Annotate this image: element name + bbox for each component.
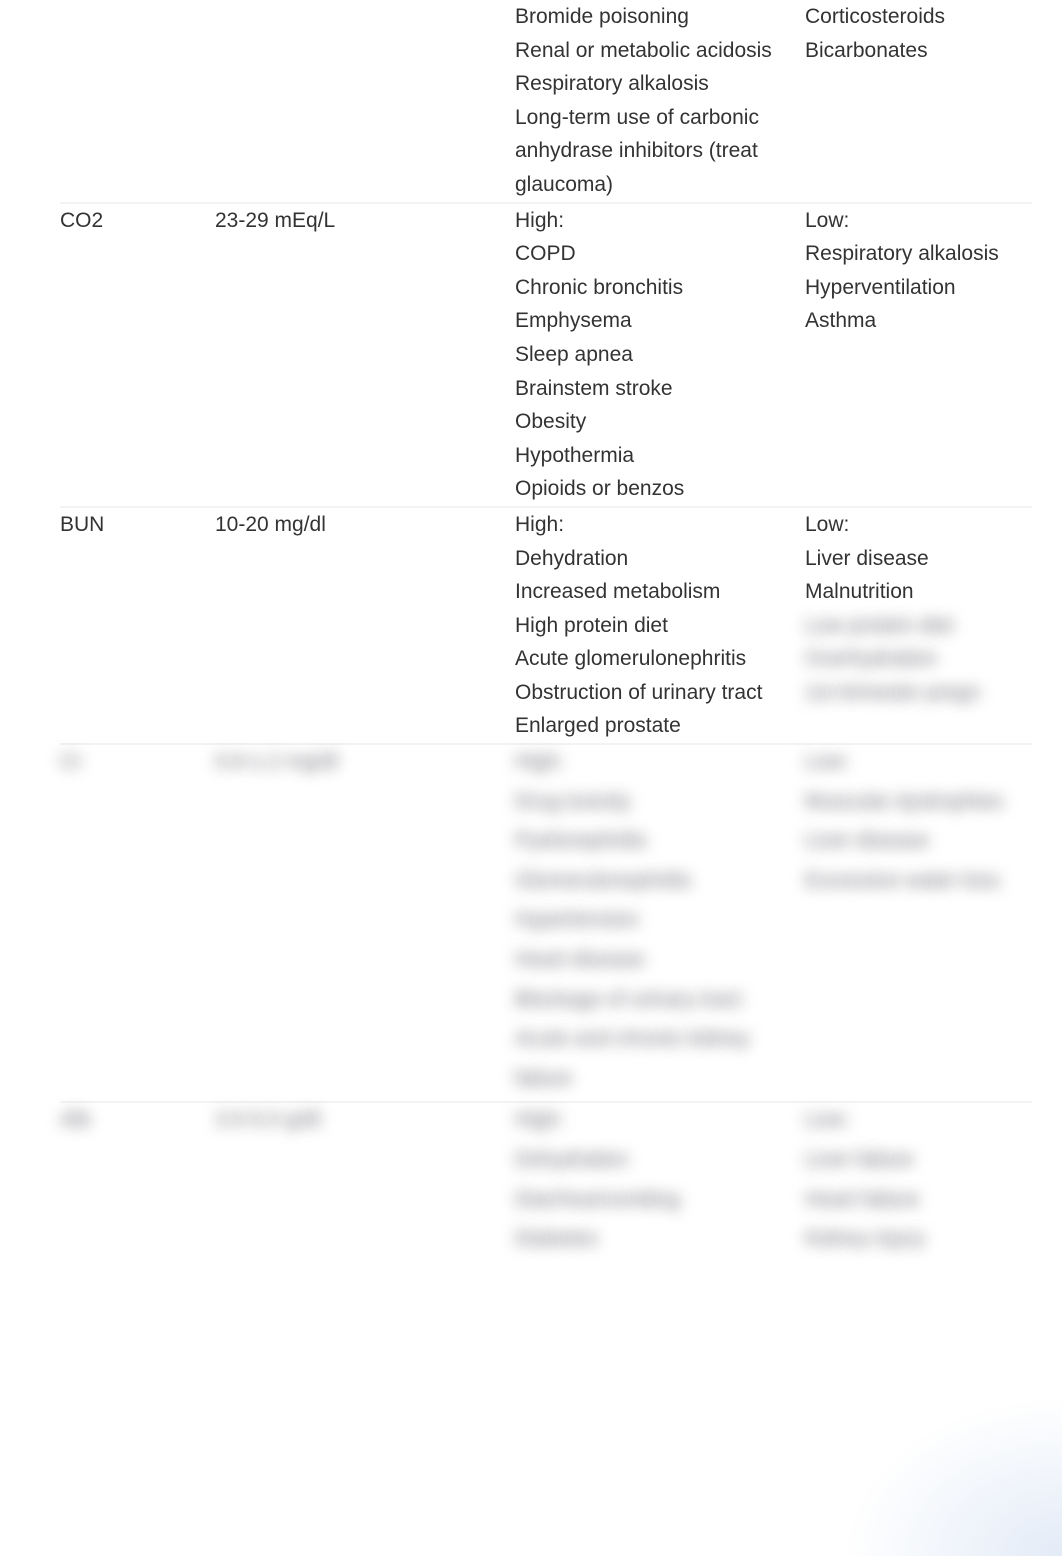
text-line: Hyperventilation <box>805 271 1032 305</box>
text-line: Diabetes <box>515 1222 795 1256</box>
table-row-blurred: Cr 0.6-1.2 mg/dl High: Drug toxicity Pye… <box>60 744 1032 1102</box>
text-line: Excessive water loss <box>805 864 1032 898</box>
text-line: Obstruction of urinary tract <box>515 676 795 710</box>
text-line: Sleep apnea <box>515 338 795 372</box>
lab-values-table: Bromide poisoning Renal or metabolic aci… <box>60 0 1032 1262</box>
text-line: Malnutrition <box>805 575 1032 609</box>
text-line: Hypothermia <box>515 439 795 473</box>
cell-range: 23-29 mEq/L <box>215 203 515 507</box>
text-line: Kidney injury <box>805 1222 1032 1256</box>
cell-low: Corticosteroids Bicarbonates <box>805 0 1032 203</box>
table-row: Bromide poisoning Renal or metabolic aci… <box>60 0 1032 203</box>
corner-fade-overlay <box>842 1396 1062 1556</box>
document-page: Bromide poisoning Renal or metabolic aci… <box>0 0 1062 1556</box>
text-line: Glomerulonephritis <box>515 864 795 898</box>
text-line: Heart failure <box>805 1183 1032 1217</box>
text-line: Asthma <box>805 304 1032 338</box>
text-line: Dehydration <box>515 542 795 576</box>
text-line: Obesity <box>515 405 795 439</box>
text-line: Low: <box>805 204 1032 238</box>
cell-low: Low: Liver disease Malnutrition Low prot… <box>805 507 1032 744</box>
table-row: CO2 23-29 mEq/L High: COPD Chronic bronc… <box>60 203 1032 507</box>
text-line: High: <box>515 1103 795 1137</box>
text-line: Muscular dystrophies <box>805 785 1032 819</box>
cell-test <box>60 0 215 203</box>
text-line: Dehydration <box>515 1143 795 1177</box>
cell-high: High: Dehydration Increased metabolism H… <box>515 507 805 744</box>
text-line-blurred: 1st trimester pregn <box>805 676 1032 710</box>
cell-range: 10-20 mg/dl <box>215 507 515 744</box>
text-line: Low: <box>805 508 1032 542</box>
text-line: Acute glomerulonephritis <box>515 642 795 676</box>
text-line: Chronic bronchitis <box>515 271 795 305</box>
text-line: Liver disease <box>805 824 1032 858</box>
text-line: anhydrase inhibitors (treat <box>515 134 795 168</box>
text-line: glaucoma) <box>515 168 795 202</box>
cell-low: Low: Muscular dystrophies Liver disease … <box>805 744 1032 1102</box>
text-line: Liver failure <box>805 1143 1032 1177</box>
text-line: Increased metabolism <box>515 575 795 609</box>
cell-low: Low: Liver failure Heart failure Kidney … <box>805 1102 1032 1261</box>
text-line: COPD <box>515 237 795 271</box>
text-line: Low: <box>805 1103 1032 1137</box>
cell-range <box>215 0 515 203</box>
cell-test: CO2 <box>60 203 215 507</box>
cell-test: BUN <box>60 507 215 744</box>
text-line: Renal or metabolic acidosis <box>515 34 795 68</box>
text-line: Long-term use of carbonic <box>515 101 795 135</box>
text-line: High: <box>515 745 795 779</box>
text-line: Pyelonephritis <box>515 824 795 858</box>
text-line: Emphysema <box>515 304 795 338</box>
cell-high: High: Drug toxicity Pyelonephritis Glome… <box>515 744 805 1102</box>
text-line-blurred: Overhydration <box>805 642 1032 676</box>
text-line: Low: <box>805 745 1032 779</box>
cell-test: Cr <box>60 744 215 1102</box>
cell-high: High: Dehydration Diarrhea/vomiting Diab… <box>515 1102 805 1261</box>
text-line: High protein diet <box>515 609 795 643</box>
text-line: High: <box>515 204 795 238</box>
cell-high: Bromide poisoning Renal or metabolic aci… <box>515 0 805 203</box>
text-line: Liver disease <box>805 542 1032 576</box>
table-row-blurred: Alb 3.5-5.0 g/dl High: Dehydration Diarr… <box>60 1102 1032 1261</box>
cell-range: 3.5-5.0 g/dl <box>215 1102 515 1261</box>
text-line: Hypertension <box>515 903 795 937</box>
text-line: Drug toxicity <box>515 785 795 819</box>
text-line: Brainstem stroke <box>515 372 795 406</box>
text-line: High: <box>515 508 795 542</box>
text-line: Diarrhea/vomiting <box>515 1183 795 1217</box>
cell-high: High: COPD Chronic bronchitis Emphysema … <box>515 203 805 507</box>
text-line: Bicarbonates <box>805 34 1032 68</box>
text-line: Opioids or benzos <box>515 472 795 506</box>
text-line: Enlarged prostate <box>515 709 795 743</box>
cell-range: 0.6-1.2 mg/dl <box>215 744 515 1102</box>
text-line: Bromide poisoning <box>515 0 795 34</box>
cell-low: Low: Respiratory alkalosis Hyperventilat… <box>805 203 1032 507</box>
text-line: failure <box>515 1062 795 1096</box>
text-line-blurred: Low protein diet <box>805 609 1032 643</box>
text-line: Heart disease <box>515 943 795 977</box>
table-body: Bromide poisoning Renal or metabolic aci… <box>60 0 1032 1262</box>
text-line: Respiratory alkalosis <box>805 237 1032 271</box>
text-line: Acute and chronic kidney <box>515 1022 795 1056</box>
text-line: Respiratory alkalosis <box>515 67 795 101</box>
text-line: Corticosteroids <box>805 0 1032 34</box>
cell-test: Alb <box>60 1102 215 1261</box>
table-row: BUN 10-20 mg/dl High: Dehydration Increa… <box>60 507 1032 744</box>
text-line: Blockage of urinary tract <box>515 983 795 1017</box>
